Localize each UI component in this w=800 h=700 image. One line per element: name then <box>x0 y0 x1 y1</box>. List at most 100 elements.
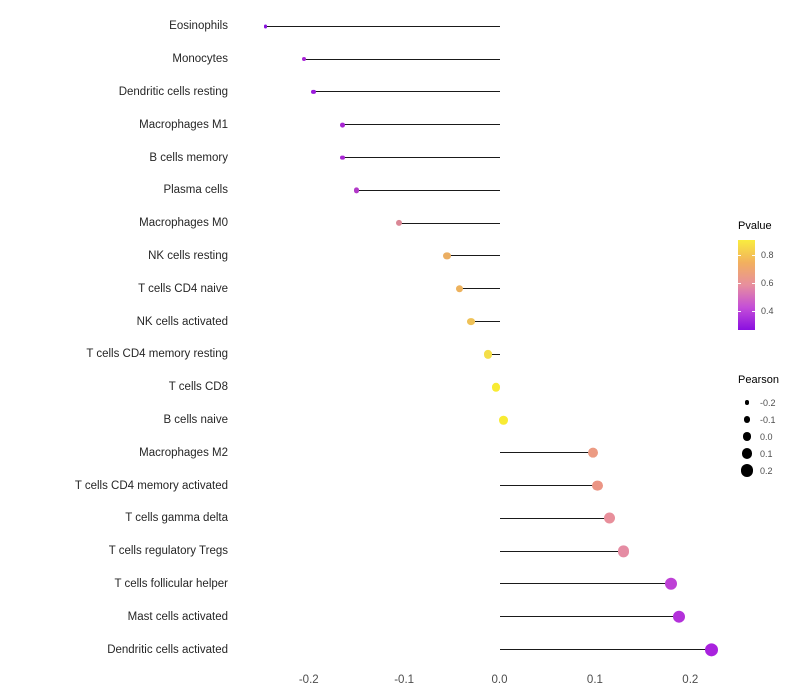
lollipop-stick <box>499 485 598 487</box>
chart-row: T cells gamma delta <box>0 502 738 535</box>
lollipop-dot <box>587 447 599 459</box>
lollipop-dot <box>353 187 360 193</box>
x-tick-label: -0.1 <box>394 674 415 686</box>
lollipop-stick <box>499 517 610 519</box>
chart-row: B cells memory <box>0 141 738 174</box>
pearson-legend-title: Pearson <box>738 374 779 386</box>
lollipop-stick <box>342 124 500 126</box>
pearson-size-legend: -0.2 -0.1 0.0 0.1 0.2 <box>738 394 800 479</box>
category-label: T cells CD4 memory activated <box>74 479 228 492</box>
chart-row: Macrophages M2 <box>0 436 738 469</box>
pvalue-tick-label: 0.4 <box>761 306 774 317</box>
pvalue-tick-mark <box>752 283 755 285</box>
lollipop-stick <box>356 189 500 191</box>
pearson-legend-dot <box>744 400 750 405</box>
pearson-legend-dot <box>740 464 754 477</box>
chart-row: Dendritic cells activated <box>0 633 738 666</box>
lollipop-dot <box>704 642 718 657</box>
row-plot-area <box>242 108 738 141</box>
lollipop-stick <box>499 550 624 552</box>
lollipop-rows: Eosinophils Monocytes Dendritic cells rest… <box>0 10 738 666</box>
category-label: Mast cells activated <box>127 610 228 623</box>
pvalue-tick-mark <box>738 311 741 313</box>
category-label: T cells regulatory Tregs <box>108 545 228 558</box>
pearson-legend-dot-cell <box>738 432 756 441</box>
pvalue-tick-mark <box>738 255 741 257</box>
category-label: T cells CD4 naive <box>138 282 228 295</box>
pvalue-tick-label: 0.6 <box>761 278 774 289</box>
chart-row: Eosinophils <box>0 10 738 43</box>
lollipop-dot <box>339 155 345 161</box>
row-plot-area <box>242 600 738 633</box>
lollipop-dot <box>467 317 475 326</box>
lollipop-dot <box>665 577 678 591</box>
chart-row: T cells follicular helper <box>0 568 738 601</box>
pvalue-colorbar-wrap: 0.8 0.6 0.4 <box>738 240 800 330</box>
category-label: NK cells activated <box>136 315 228 328</box>
pearson-legend-dot-cell <box>738 464 756 477</box>
category-label: Dendritic cells resting <box>118 85 228 98</box>
chart-row: B cells naive <box>0 404 738 437</box>
category-label: B cells naive <box>163 413 228 426</box>
lollipop-dot <box>455 284 464 293</box>
row-plot-area <box>242 371 738 404</box>
lollipop-dot <box>617 545 630 557</box>
row-plot-area <box>242 633 738 666</box>
category-label: T cells CD8 <box>168 381 228 394</box>
row-plot-area <box>242 535 738 568</box>
lollipop-stick <box>499 616 679 618</box>
pvalue-colorbar <box>738 240 755 330</box>
category-label: Macrophages M0 <box>139 217 228 230</box>
pearson-legend-dot-cell <box>738 416 756 423</box>
row-plot-area <box>242 436 738 469</box>
pearson-legend-row: -0.2 <box>738 394 800 411</box>
legend-column: Pvalue 0.8 0.6 0.4 Pearson -0.2 -0.1 0.0 0.1 0… <box>738 0 800 700</box>
category-label: T cells CD4 memory resting <box>86 348 228 361</box>
pvalue-tick-mark <box>752 255 755 257</box>
chart-row: T cells CD4 memory resting <box>0 338 738 371</box>
lollipop-stick <box>313 91 500 93</box>
chart-row: Mast cells activated <box>0 600 738 633</box>
category-label: Plasma cells <box>163 184 228 197</box>
lollipop-dot <box>491 382 500 392</box>
row-plot-area <box>242 305 738 338</box>
chart-row: Monocytes <box>0 43 738 76</box>
category-label: B cells memory <box>149 151 228 164</box>
pearson-legend-dot <box>742 432 752 441</box>
pearson-legend-dot-cell <box>738 400 756 405</box>
row-plot-area <box>242 141 738 174</box>
row-plot-area <box>242 338 738 371</box>
row-plot-area <box>242 207 738 240</box>
pearson-legend-row: 0.1 <box>738 445 800 462</box>
lollipop-dot <box>592 480 604 491</box>
lollipop-stick <box>447 255 500 257</box>
x-tick-label: 0.1 <box>586 674 603 686</box>
row-plot-area <box>242 469 738 502</box>
chart-row: T cells CD4 naive <box>0 272 738 305</box>
lollipop-dot <box>483 350 493 359</box>
x-axis-ticks: -0.2 -0.1 0.0 0.1 0.2 <box>242 666 738 700</box>
pearson-legend-dot <box>741 448 753 459</box>
lollipop-stick <box>488 353 500 355</box>
chart-row: T cells regulatory Tregs <box>0 535 738 568</box>
x-tick-label: 0.0 <box>491 674 508 686</box>
category-label: Dendritic cells activated <box>107 643 228 656</box>
pvalue-tick-mark <box>752 311 755 313</box>
pearson-legend-dot <box>743 416 751 423</box>
pvalue-tick-label: 0.8 <box>761 250 774 261</box>
pearson-legend-label: -0.2 <box>760 397 776 408</box>
chart-row: NK cells activated <box>0 305 738 338</box>
x-tick-label: -0.2 <box>298 674 319 686</box>
chart-row: Dendritic cells resting <box>0 76 738 109</box>
lollipop-dot <box>339 122 345 128</box>
pearson-legend-label: -0.1 <box>760 414 776 425</box>
row-plot-area <box>242 568 738 601</box>
chart-row: Macrophages M1 <box>0 108 738 141</box>
row-plot-area <box>242 272 738 305</box>
row-plot-area <box>242 404 738 437</box>
lollipop-dot <box>603 512 615 524</box>
lollipop-stick <box>499 452 593 454</box>
lollipop-dot <box>443 252 451 260</box>
chart-row: NK cells resting <box>0 240 738 273</box>
